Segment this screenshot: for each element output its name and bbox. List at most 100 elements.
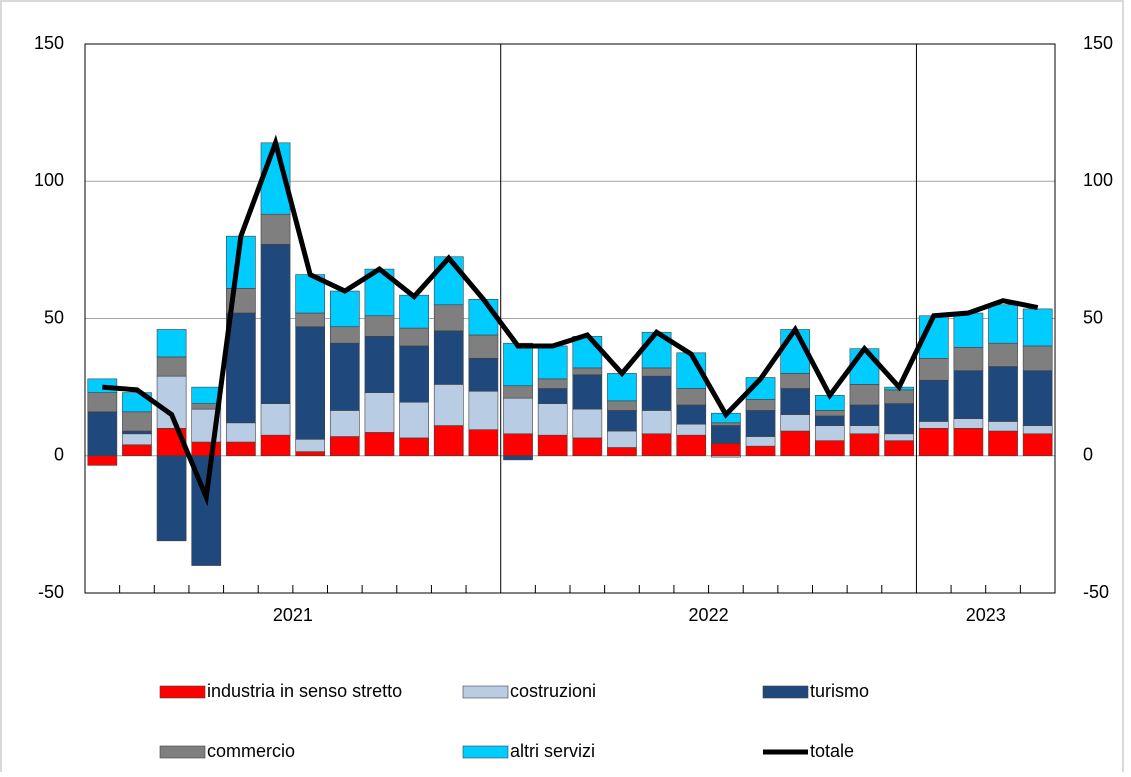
bar-segment	[745, 399, 776, 411]
legend-swatch	[462, 685, 509, 699]
bar-segment	[607, 373, 637, 402]
bar-segment	[572, 367, 603, 376]
bar-segment	[988, 304, 1018, 344]
y2-tick-label: 0	[1083, 445, 1093, 465]
bar-segment	[607, 410, 637, 432]
bar-segment	[953, 427, 984, 457]
bar-segment	[641, 375, 672, 411]
bar-segment	[295, 438, 326, 452]
legend-label: industria in senso stretto	[207, 681, 402, 701]
bars	[87, 142, 1053, 566]
bar-segment	[711, 443, 741, 457]
bar-segment	[953, 312, 984, 348]
bar-segment	[572, 408, 603, 439]
y-tick-label: 50	[44, 307, 64, 327]
bar-segment	[953, 370, 984, 419]
bar-segment	[156, 329, 187, 358]
bar-segment	[988, 430, 1018, 457]
bar-segment	[814, 425, 845, 441]
x-tick-label: 2023	[966, 605, 1006, 625]
bar-segment	[329, 436, 360, 457]
y-tick-label: 150	[34, 33, 64, 53]
bar-segment	[537, 403, 568, 436]
bar-segment	[295, 274, 326, 314]
bar-segment	[607, 400, 637, 411]
bar-segment	[433, 384, 464, 426]
bar-segment	[226, 441, 256, 457]
y-tick-label: -50	[38, 582, 64, 602]
bar-segment	[191, 441, 222, 457]
bar-segment	[849, 425, 880, 435]
bar-segment	[988, 366, 1018, 422]
bar-segment	[468, 334, 499, 359]
bar-segment	[468, 358, 499, 392]
bar-segment	[988, 342, 1018, 367]
bar-segment	[537, 434, 568, 457]
overlay: -50 0 50 100 150 -50 0 50 100 150 2021 2022 2023	[34, 33, 1113, 625]
bar-segment	[849, 384, 880, 406]
bar-segment	[918, 427, 949, 457]
bar-segment	[953, 347, 984, 371]
bar-segment	[745, 436, 776, 447]
bar-segment	[572, 336, 603, 369]
y2-tick-label: 50	[1083, 307, 1103, 327]
bar-segment	[780, 414, 811, 432]
legend-label: totale	[810, 741, 854, 761]
y2-tick-label: -50	[1083, 582, 1109, 602]
bar-segment	[122, 444, 152, 457]
bar-segment	[87, 455, 118, 466]
legend-label: commercio	[207, 741, 295, 761]
bar-segment	[641, 410, 672, 435]
bar-segment	[468, 390, 499, 430]
bar-segment	[572, 437, 603, 457]
bar-segment	[676, 404, 707, 425]
bar-segment	[814, 415, 845, 426]
bar-segment	[676, 388, 707, 406]
bar-segment	[572, 374, 603, 410]
bar-segment	[953, 418, 984, 429]
bar-segment	[191, 386, 222, 404]
bar-segment	[676, 434, 707, 457]
bar-segment	[329, 326, 360, 344]
y2-tick-label: 150	[1083, 33, 1113, 53]
bar-segment	[745, 445, 776, 457]
bar-segment	[849, 404, 880, 426]
bar-segment	[399, 294, 429, 329]
bar-segment	[1022, 308, 1053, 347]
bar-segment	[607, 430, 637, 448]
bar-segment	[156, 356, 187, 377]
legend-swatch	[762, 685, 809, 699]
bar-segment	[641, 367, 672, 377]
bar-segment	[814, 410, 845, 417]
bar-segment	[503, 397, 533, 435]
y-tick-label: 100	[34, 170, 64, 190]
bar-segment	[537, 345, 568, 380]
bar-segment	[122, 433, 152, 446]
bar-segment	[295, 451, 326, 457]
bar-segment	[711, 425, 741, 444]
bar-segment	[399, 437, 429, 457]
bar-segment	[884, 389, 914, 404]
bar-segment	[814, 440, 845, 457]
bar-segment	[260, 244, 291, 404]
bar-segment	[780, 388, 811, 415]
bar-segment	[364, 315, 395, 337]
bar-segment	[260, 403, 291, 436]
bar-segment	[433, 425, 464, 457]
bar-segment	[745, 410, 776, 437]
bar-segment	[260, 434, 291, 457]
bar-segment	[676, 423, 707, 436]
legend-label: altri servizi	[510, 741, 595, 761]
bar-segment	[1022, 370, 1053, 426]
total-line	[102, 134, 1039, 507]
bar-segment	[364, 432, 395, 457]
bar-segment	[122, 430, 152, 435]
x-tick-label: 2021	[273, 605, 313, 625]
bar-segment	[156, 455, 187, 542]
bar-segment	[537, 378, 568, 389]
bar-segment	[918, 379, 949, 422]
bar-segment	[226, 312, 256, 424]
bar-segment	[468, 298, 499, 336]
bar-segment	[503, 433, 533, 457]
bar-segment	[1022, 425, 1053, 435]
